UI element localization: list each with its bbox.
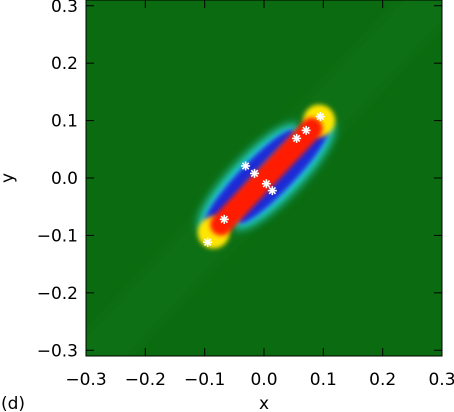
ticks-layer: −0.3 −0.2 −0.1 0.0 0.1 0.2 0.3 −0.3 −0.2 −0.1 0.0 0…	[37, 0, 454, 390]
y-tick-label: 0.1	[51, 112, 78, 132]
panel-label: (d)	[1, 394, 25, 412]
y-tick-label: 0.2	[51, 54, 78, 74]
x-tick-label: 0.2	[369, 370, 396, 390]
high-filament	[210, 117, 323, 236]
low-lobe-1	[204, 129, 295, 226]
x-tick-label: −0.1	[184, 370, 225, 390]
y-tick-label: 0.0	[51, 169, 78, 189]
x-tick-label: −0.3	[65, 370, 106, 390]
field-layer	[86, 0, 442, 356]
star-marker	[301, 125, 311, 135]
x-tick-label: 0.3	[428, 370, 454, 390]
x-axis-label: x	[259, 394, 269, 412]
y-tick-label: −0.1	[37, 226, 78, 246]
star-marker	[315, 112, 325, 122]
y-tick-label: −0.3	[37, 341, 78, 361]
y-axis-label: y	[0, 173, 18, 183]
star-marker	[203, 237, 213, 247]
x-tick-label: −0.2	[125, 370, 166, 390]
low-lobe-2	[238, 127, 329, 224]
star-marker	[267, 186, 277, 196]
x-tick-label: 0.1	[310, 370, 337, 390]
markers-layer	[203, 112, 325, 247]
star-marker	[219, 214, 229, 224]
x-tick-label: 0.0	[250, 370, 277, 390]
star-marker	[292, 133, 302, 143]
y-tick-label: −0.2	[37, 284, 78, 304]
star-marker	[250, 168, 260, 178]
star-marker	[261, 179, 271, 189]
star-marker	[241, 161, 251, 171]
y-tick-label: 0.3	[51, 0, 78, 17]
